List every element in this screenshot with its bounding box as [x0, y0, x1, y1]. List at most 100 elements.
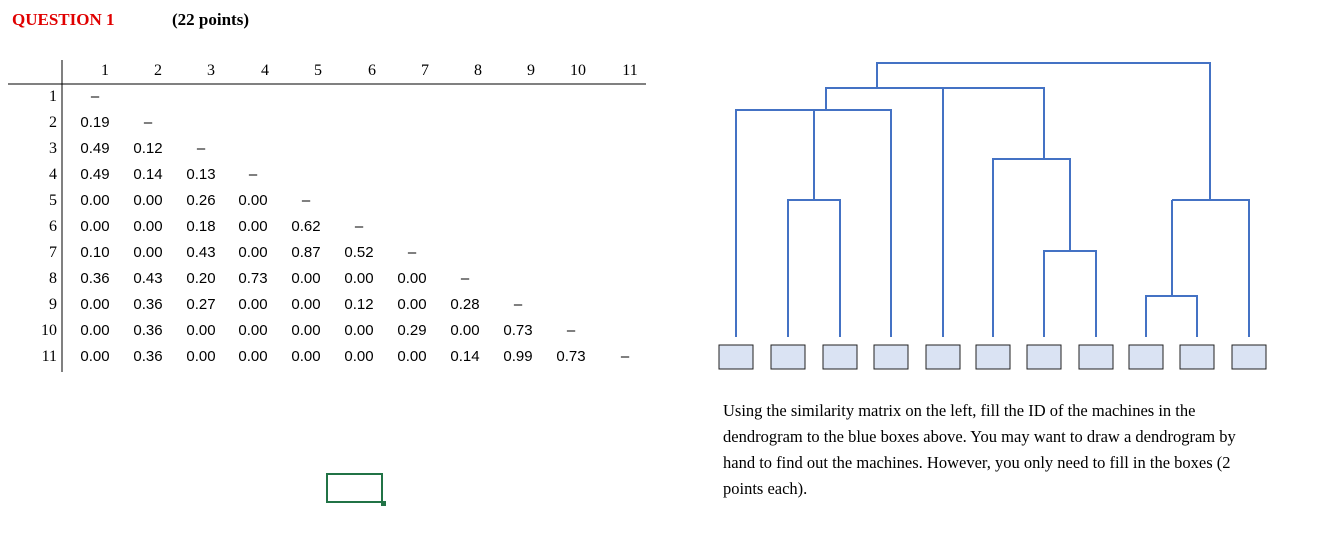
matrix-cell: 0.26	[186, 192, 216, 209]
answer-box[interactable]	[1128, 344, 1164, 370]
row-header: 9	[49, 296, 57, 313]
column-header: 2	[154, 62, 162, 79]
matrix-cell: 0.00	[397, 270, 427, 287]
answer-box[interactable]	[873, 344, 909, 370]
matrix-cell: –	[513, 296, 523, 313]
row-header: 8	[49, 270, 57, 287]
column-header: 1	[101, 62, 109, 79]
matrix-cell: 0.00	[291, 270, 321, 287]
matrix-cell: 0.00	[450, 322, 480, 339]
matrix-cell: 0.52	[344, 244, 374, 261]
matrix-cell: 0.73	[556, 348, 586, 365]
column-header: 9	[527, 62, 535, 79]
matrix-cell: 0.00	[344, 348, 374, 365]
matrix-cell: 0.00	[133, 192, 163, 209]
row-header: 11	[41, 348, 57, 365]
matrix-cell: 0.10	[80, 244, 110, 261]
matrix-cell: –	[90, 88, 100, 105]
matrix-cell: 0.00	[238, 192, 268, 209]
matrix-cell: 0.36	[133, 348, 163, 365]
matrix-cell: 0.00	[186, 348, 216, 365]
row-header: 4	[49, 166, 57, 183]
matrix-cell: –	[620, 348, 630, 365]
matrix-cell: 0.00	[238, 296, 268, 313]
column-header: 4	[261, 62, 269, 79]
question-title: QUESTION 1	[12, 10, 115, 29]
matrix-cell: 0.43	[133, 270, 163, 287]
matrix-cell: 0.00	[238, 244, 268, 261]
matrix-cell: 0.12	[133, 140, 163, 157]
matrix-cell: 0.00	[344, 322, 374, 339]
matrix-cell: 0.29	[397, 322, 427, 339]
matrix-cell: 0.00	[397, 296, 427, 313]
matrix-cell: –	[301, 192, 311, 209]
column-header: 10	[570, 62, 586, 79]
matrix-cell: –	[407, 244, 417, 261]
matrix-cell: 0.00	[80, 322, 110, 339]
answer-box[interactable]	[975, 344, 1011, 370]
matrix-cell: 0.20	[186, 270, 216, 287]
matrix-cell: –	[248, 166, 258, 183]
matrix-cell: 0.62	[291, 218, 321, 235]
matrix-cell: 0.00	[397, 348, 427, 365]
answer-box[interactable]	[718, 344, 754, 370]
matrix-cell: 0.73	[238, 270, 268, 287]
matrix-cell: 0.00	[133, 218, 163, 235]
answer-box[interactable]	[1078, 344, 1114, 370]
row-header: 7	[49, 244, 57, 261]
row-header: 3	[49, 140, 57, 157]
matrix-cell: –	[354, 218, 364, 235]
matrix-cell: –	[143, 114, 153, 131]
matrix-cell: 0.18	[186, 218, 216, 235]
matrix-cell: 0.00	[344, 270, 374, 287]
matrix-cell: –	[566, 322, 576, 339]
matrix-cell: –	[460, 270, 470, 287]
answer-box[interactable]	[1179, 344, 1215, 370]
dendrogram	[735, 62, 1250, 337]
column-header: 6	[368, 62, 376, 79]
matrix-cell: 0.49	[80, 140, 110, 157]
matrix-cell: 0.27	[186, 296, 216, 313]
matrix-cell: 0.00	[80, 348, 110, 365]
matrix-cell: 0.00	[80, 218, 110, 235]
matrix-cell: 0.12	[344, 296, 374, 313]
matrix-cell: 0.43	[186, 244, 216, 261]
points: (22 points)	[172, 10, 249, 29]
column-header: 11	[622, 62, 638, 79]
answer-box[interactable]	[770, 344, 806, 370]
matrix-cell: 0.13	[186, 166, 216, 183]
answer-box[interactable]	[1026, 344, 1062, 370]
row-header: 6	[49, 218, 57, 235]
column-header: 3	[207, 62, 215, 79]
matrix-cell: 0.00	[80, 296, 110, 313]
matrix-cell: 0.00	[291, 322, 321, 339]
matrix-cell: 0.00	[80, 192, 110, 209]
selected-cell[interactable]	[326, 473, 386, 506]
matrix-cell: 0.00	[291, 296, 321, 313]
matrix-cell: –	[196, 140, 206, 157]
matrix-cell: 0.49	[80, 166, 110, 183]
row-header: 5	[49, 192, 57, 209]
row-header: 2	[49, 114, 57, 131]
matrix-cell: 0.36	[133, 296, 163, 313]
matrix-cell: 0.87	[291, 244, 321, 261]
answer-box[interactable]	[925, 344, 961, 370]
column-header: 7	[421, 62, 429, 79]
row-header: 1	[49, 88, 57, 105]
matrix-cell: 0.00	[186, 322, 216, 339]
answer-box[interactable]	[822, 344, 858, 370]
matrix-cell: 0.14	[450, 348, 480, 365]
answer-box[interactable]	[1231, 344, 1267, 370]
matrix-cell: 0.14	[133, 166, 163, 183]
matrix-cell: 0.99	[503, 348, 533, 365]
column-header: 8	[474, 62, 482, 79]
matrix-cell: 0.00	[291, 348, 321, 365]
column-header: 5	[314, 62, 322, 79]
matrix-cell: 0.73	[503, 322, 533, 339]
matrix-cell: 0.00	[133, 244, 163, 261]
matrix-cell: 0.36	[133, 322, 163, 339]
matrix-cell: 0.36	[80, 270, 110, 287]
answer-boxes	[718, 344, 1267, 370]
